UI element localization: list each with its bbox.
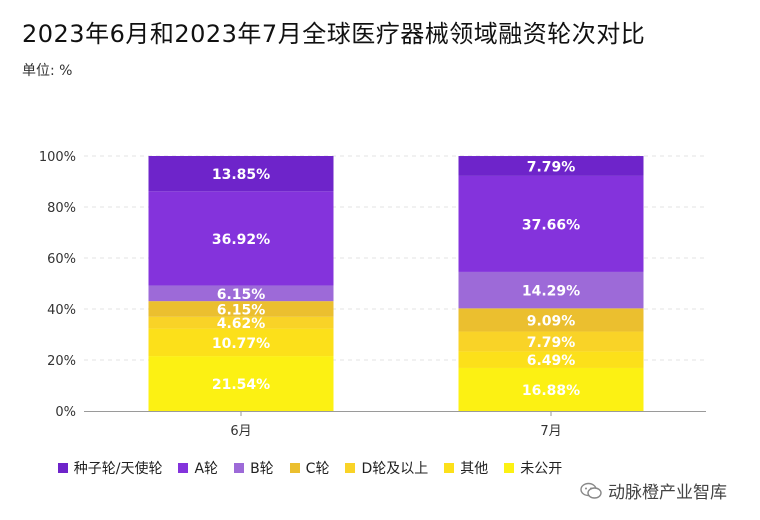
data-label: 21.54% xyxy=(212,377,270,393)
bar-segment xyxy=(148,191,334,286)
bar-segment xyxy=(458,331,644,352)
legend-swatch xyxy=(234,463,245,473)
legend-item: A轮 xyxy=(178,458,218,478)
chart-title: 2023年6月和2023年7月全球医疗器械领域融资轮次对比 xyxy=(22,20,646,48)
x-tick-label: 7月 xyxy=(540,424,561,439)
watermark-text: 动脉橙产业智库 xyxy=(608,483,727,503)
y-tick-label: 20% xyxy=(47,354,76,369)
bar-segment xyxy=(148,328,334,357)
data-label: 7.79% xyxy=(527,335,576,351)
data-label: 14.29% xyxy=(522,284,580,300)
bar-segment xyxy=(458,308,644,332)
legend-label: A轮 xyxy=(194,461,219,477)
bar-segment xyxy=(458,351,644,368)
legend-item: 其他 xyxy=(444,458,488,478)
data-label: 6.15% xyxy=(217,287,266,303)
legend-swatch xyxy=(289,463,300,473)
bar-segment xyxy=(148,156,334,192)
data-label: 7.79% xyxy=(527,159,576,175)
bar-segment xyxy=(148,301,334,317)
bar-segment xyxy=(458,175,644,272)
bar-segment xyxy=(148,316,334,329)
bar-segment xyxy=(458,156,644,176)
data-label: 13.85% xyxy=(212,167,270,183)
legend-item: B轮 xyxy=(234,458,274,478)
legend-label: D轮及以上 xyxy=(361,461,429,477)
legend-swatch xyxy=(444,463,455,473)
y-tick-label: 40% xyxy=(47,303,76,318)
y-tick-label: 60% xyxy=(47,252,76,267)
bar-segment xyxy=(148,356,334,411)
watermark: 动脉橙产业智库 xyxy=(580,478,727,503)
bar-segment xyxy=(148,285,334,302)
legend-label: 其他 xyxy=(460,461,489,477)
bar-segment xyxy=(458,271,644,309)
legend-item: C轮 xyxy=(289,458,330,478)
legend-label: C轮 xyxy=(305,461,330,477)
unit-label: 单位: % xyxy=(22,63,73,79)
legend-item: 种子轮/天使轮 xyxy=(57,458,163,478)
legend-label: 种子轮/天使轮 xyxy=(73,461,163,477)
data-label: 6.15% xyxy=(217,302,266,318)
x-tick-label: 6月 xyxy=(230,424,251,439)
data-label: 36.92% xyxy=(212,232,270,248)
legend-label: 未公开 xyxy=(520,461,563,477)
data-label: 37.66% xyxy=(522,217,580,233)
data-label: 10.77% xyxy=(212,336,270,352)
legend-label: B轮 xyxy=(250,461,274,477)
legend-item: D轮及以上 xyxy=(345,458,428,478)
data-label: 16.88% xyxy=(522,383,580,399)
legend-swatch xyxy=(504,463,515,473)
legend-item: 未公开 xyxy=(504,458,562,478)
legend-swatch xyxy=(57,463,68,473)
y-tick-label: 100% xyxy=(39,150,76,165)
data-label: 9.09% xyxy=(527,313,576,329)
bar-segment xyxy=(458,367,644,411)
data-label: 4.62% xyxy=(217,316,266,332)
chart-legend: 种子轮/天使轮 A轮 B轮 C轮 D轮及以上 其他 未公开 xyxy=(0,458,620,478)
legend-swatch xyxy=(345,463,356,473)
wechat-icon xyxy=(580,482,602,499)
legend-swatch xyxy=(178,463,189,473)
y-tick-label: 0% xyxy=(55,405,76,420)
y-tick-label: 80% xyxy=(47,201,76,216)
data-label: 6.49% xyxy=(527,353,576,369)
